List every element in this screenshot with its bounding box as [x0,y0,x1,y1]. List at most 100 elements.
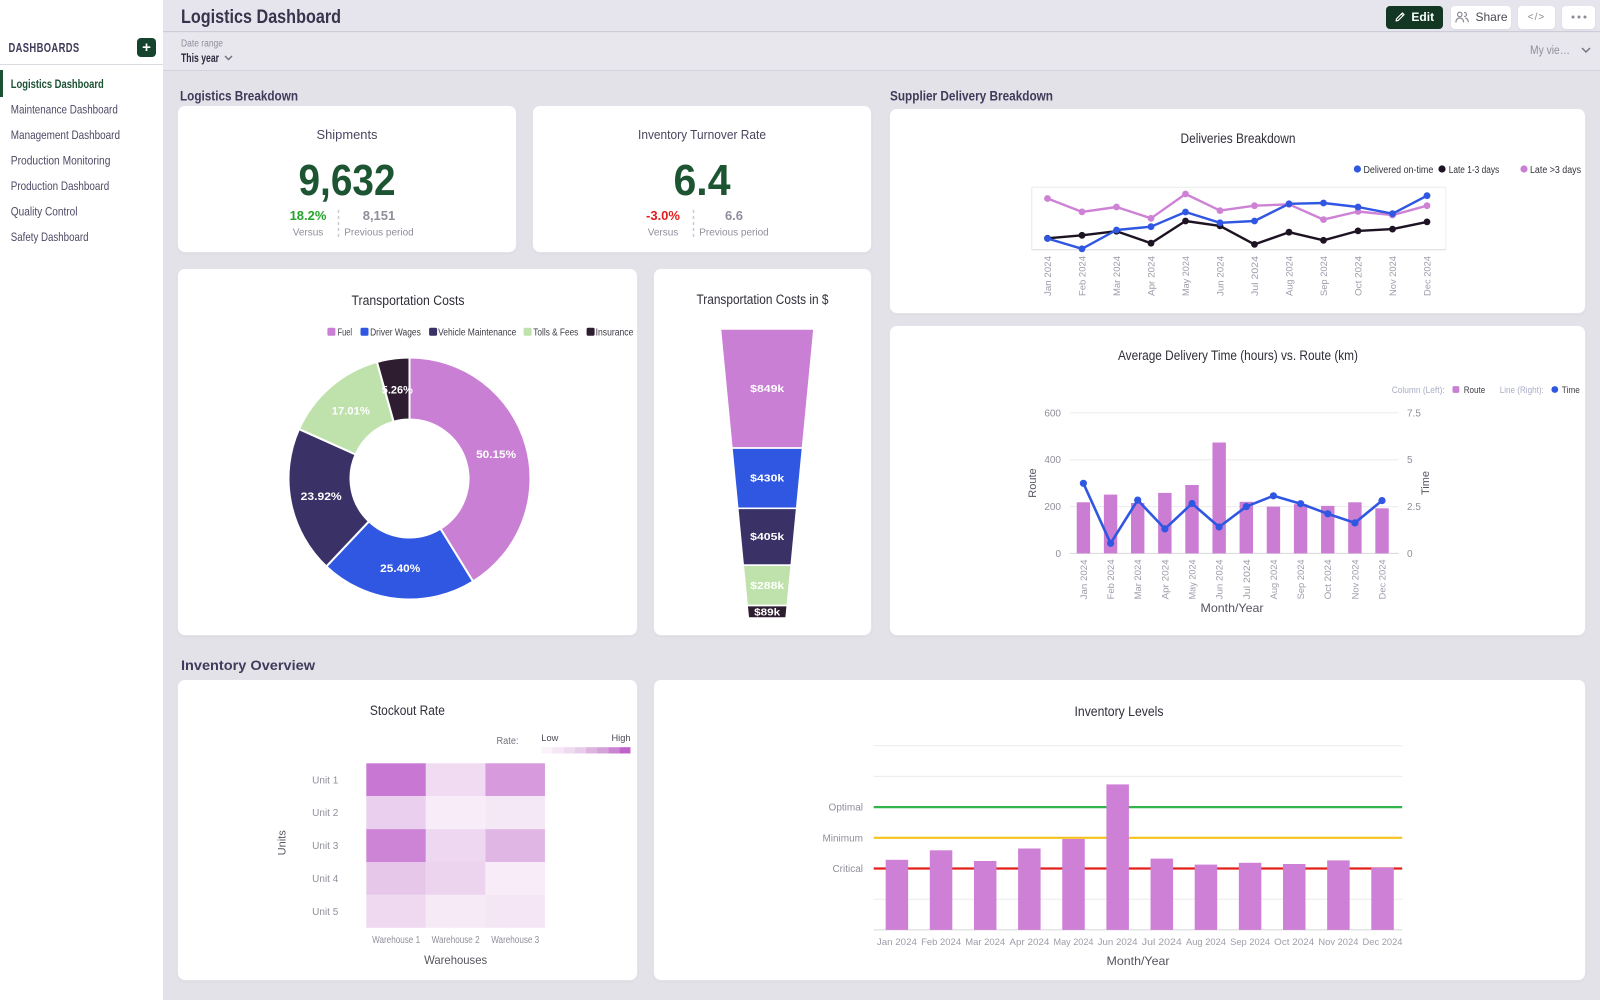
svg-text:Versus: Versus [648,228,679,239]
svg-text:Jul 2024: Jul 2024 [1250,256,1261,296]
svg-text:50.15%: 50.15% [476,449,516,461]
svg-text:May 2024: May 2024 [1181,256,1192,296]
svg-text:Time: Time [1562,385,1580,396]
svg-text:Mar 2024: Mar 2024 [965,937,1005,948]
svg-text:This year: This year [181,51,219,65]
svg-text:May 2024: May 2024 [1188,559,1199,599]
svg-text:DASHBOARDS: DASHBOARDS [9,40,80,55]
svg-text:Late 1-3 days: Late 1-3 days [1449,165,1500,176]
svg-text:6.4: 6.4 [674,156,731,205]
svg-text:Tolls & Fees: Tolls & Fees [533,328,578,339]
svg-text:Dec 2024: Dec 2024 [1363,937,1403,948]
svg-text:Delivered on-time: Delivered on-time [1364,165,1434,176]
svg-text:Inventory Turnover Rate: Inventory Turnover Rate [638,128,766,142]
svg-text:Fuel: Fuel [338,328,353,339]
svg-text:Aug 2024: Aug 2024 [1269,559,1280,599]
svg-text:Route: Route [1027,468,1039,497]
svg-text:Jul 2024: Jul 2024 [1242,559,1253,599]
svg-text:Logistics Dashboard: Logistics Dashboard [11,77,104,91]
svg-text:Nov 2024: Nov 2024 [1388,256,1399,296]
svg-text:Deliveries Breakdown: Deliveries Breakdown [1181,131,1296,146]
svg-text:Column (Left):: Column (Left): [1392,385,1445,396]
svg-text:Inventory Overview: Inventory Overview [181,657,315,673]
svg-text:$89k: $89k [754,606,780,618]
svg-text:Shipments: Shipments [317,128,378,142]
svg-text:High: High [612,733,631,744]
svg-text:Warehouse 1: Warehouse 1 [372,935,420,946]
svg-text:Jun 2024: Jun 2024 [1098,937,1138,948]
svg-text:400: 400 [1044,455,1061,466]
svg-text:Jun 2024: Jun 2024 [1216,256,1227,296]
svg-text:Line (Right):: Line (Right): [1500,385,1544,396]
svg-text:Oct 2024: Oct 2024 [1354,256,1365,296]
svg-text:Route: Route [1464,385,1486,396]
svg-text:Month/Year: Month/Year [1107,954,1170,968]
svg-text:Dec 2024: Dec 2024 [1423,256,1434,296]
svg-text:Jun 2024: Jun 2024 [1215,559,1226,599]
svg-text:Oct 2024: Oct 2024 [1323,559,1334,599]
svg-text:Unit 3: Unit 3 [312,841,339,852]
svg-text:2.5: 2.5 [1407,502,1421,513]
svg-text:Unit 1: Unit 1 [312,775,339,786]
svg-text:Management Dashboard: Management Dashboard [11,128,120,142]
svg-text:Month/Year: Month/Year [1201,601,1264,615]
svg-text:Feb 2024: Feb 2024 [921,937,961,948]
svg-text:Average Delivery Time (hours): Average Delivery Time (hours) vs. Route … [1118,348,1358,363]
svg-text:Safety Dashboard: Safety Dashboard [11,230,89,244]
svg-text:May 2024: May 2024 [1054,937,1094,948]
svg-text:Apr 2024: Apr 2024 [1009,937,1049,948]
svg-text:Transportation Costs: Transportation Costs [352,293,465,308]
svg-text:Production Monitoring: Production Monitoring [11,153,111,167]
svg-text:8,151: 8,151 [363,208,396,223]
svg-text:$849k: $849k [750,383,784,395]
svg-text:Sep 2024: Sep 2024 [1296,559,1307,599]
svg-text:Nov 2024: Nov 2024 [1350,559,1361,599]
svg-text:Rate:: Rate: [497,736,519,747]
svg-text:My vie…: My vie… [1530,45,1570,57]
svg-text:Insurance: Insurance [596,328,634,339]
svg-text:Feb 2024: Feb 2024 [1078,256,1089,296]
svg-text:-3.0%: -3.0% [646,208,680,223]
svg-text:Jul 2024: Jul 2024 [1142,937,1182,948]
svg-text:Date range: Date range [181,39,223,50]
svg-text:$430k: $430k [750,473,784,485]
svg-text:Previous period: Previous period [699,228,768,239]
svg-text:6.6: 6.6 [725,208,743,223]
svg-text:Unit 4: Unit 4 [312,874,339,885]
svg-text:9,632: 9,632 [299,156,396,205]
svg-text:17.01%: 17.01% [332,405,370,417]
svg-text:Supplier Delivery Breakdown: Supplier Delivery Breakdown [890,89,1053,104]
svg-text:7.5: 7.5 [1407,408,1421,419]
svg-text:Mar 2024: Mar 2024 [1133,559,1144,599]
svg-text:Previous period: Previous period [344,228,413,239]
svg-text:200: 200 [1044,502,1061,513]
svg-text:Vehicle Maintenance: Vehicle Maintenance [438,328,517,339]
svg-text:Unit 5: Unit 5 [312,907,339,918]
svg-text:23.92%: 23.92% [301,491,342,503]
svg-text:Driver Wages: Driver Wages [370,328,421,339]
svg-text:Warehouse 2: Warehouse 2 [432,935,480,946]
svg-text:Sep 2024: Sep 2024 [1319,256,1330,296]
svg-text:Aug 2024: Aug 2024 [1186,937,1226,948]
svg-text:Warehouse 3: Warehouse 3 [491,935,539,946]
svg-text:Optimal: Optimal [829,803,863,814]
svg-text:Nov 2024: Nov 2024 [1318,937,1358,948]
svg-text:Maintenance Dashboard: Maintenance Dashboard [11,102,118,116]
svg-text:Mar 2024: Mar 2024 [1112,256,1123,296]
svg-text:Inventory Levels: Inventory Levels [1075,704,1164,719]
svg-text:Stockout Rate: Stockout Rate [370,703,445,718]
svg-text:Quality Control: Quality Control [11,204,78,218]
svg-text:Units: Units [277,830,289,856]
svg-text:Transportation Costs in $: Transportation Costs in $ [697,292,829,307]
svg-text:18.2%: 18.2% [290,208,327,223]
svg-text:Critical: Critical [832,864,863,875]
svg-text:Production Dashboard: Production Dashboard [11,179,110,193]
svg-text:Versus: Versus [293,228,324,239]
svg-text:Apr 2024: Apr 2024 [1160,559,1171,599]
svg-text:Logistics Dashboard: Logistics Dashboard [181,7,341,28]
svg-text:600: 600 [1044,408,1061,419]
svg-text:0: 0 [1055,549,1061,560]
svg-text:Apr 2024: Apr 2024 [1147,256,1158,296]
svg-text:25.40%: 25.40% [380,563,420,575]
svg-text:Low: Low [541,733,558,744]
